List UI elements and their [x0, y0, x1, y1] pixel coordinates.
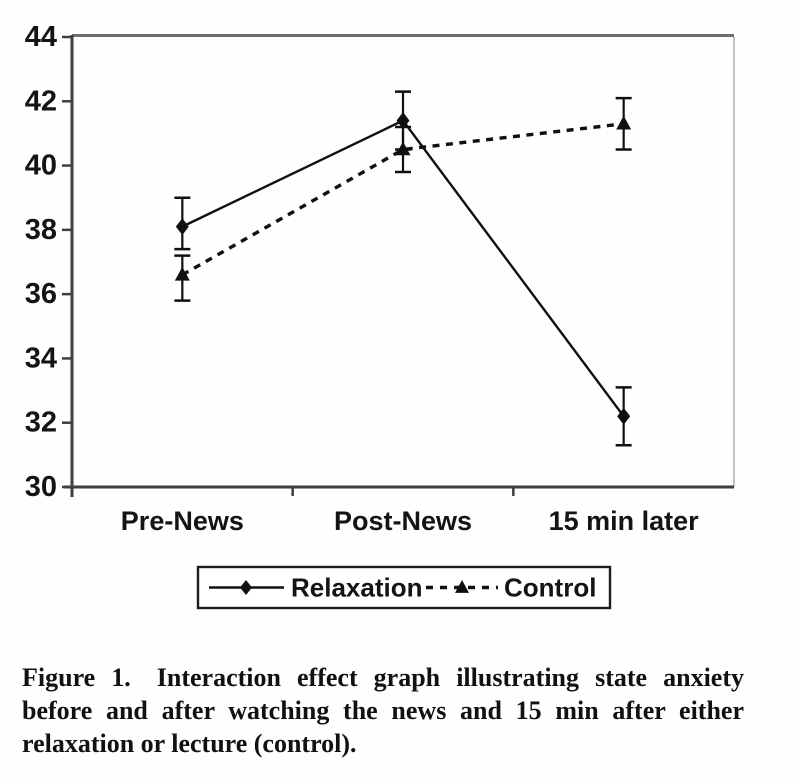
series-line-control	[181, 122, 624, 277]
marker-diamond	[175, 218, 189, 236]
marker-triangle	[616, 115, 632, 130]
y-axis-label: 38	[25, 214, 57, 246]
y-axis-label: 42	[25, 85, 57, 117]
legend-label-relaxation: Relaxation	[291, 573, 423, 603]
y-axis-label: 34	[25, 342, 57, 374]
marker-diamond	[617, 407, 631, 425]
y-axis-label: 40	[25, 150, 57, 182]
legend-marker-diamond	[240, 580, 252, 595]
legend-label-control: Control	[504, 573, 596, 603]
x-axis-category-label: 15 min later	[549, 506, 700, 536]
caption-line-3: relaxation or lecture (control).	[22, 729, 357, 758]
y-axis-label: 36	[25, 278, 57, 310]
y-axis-label: 30	[25, 471, 57, 503]
figure-caption: Figure 1. Interaction effect graph illus…	[22, 661, 744, 760]
x-axis-category-label: Post-News	[334, 506, 472, 536]
anxiety-line-chart: 30 32 34 36 38 40 42 44 Pre-News Post-News 15 min …	[25, 21, 735, 610]
marker-triangle	[395, 141, 411, 156]
caption-line-2: before and after watching the news and 1…	[22, 696, 744, 725]
marker-triangle	[174, 266, 190, 281]
legend-marker-triangle	[455, 580, 469, 593]
x-axis-category-label: Pre-News	[121, 506, 244, 536]
y-axis-label: 44	[25, 21, 57, 53]
y-axis-label: 32	[25, 407, 57, 439]
marker-diamond	[396, 112, 410, 130]
caption-line-1: Figure 1. Interaction effect graph illus…	[22, 663, 744, 692]
